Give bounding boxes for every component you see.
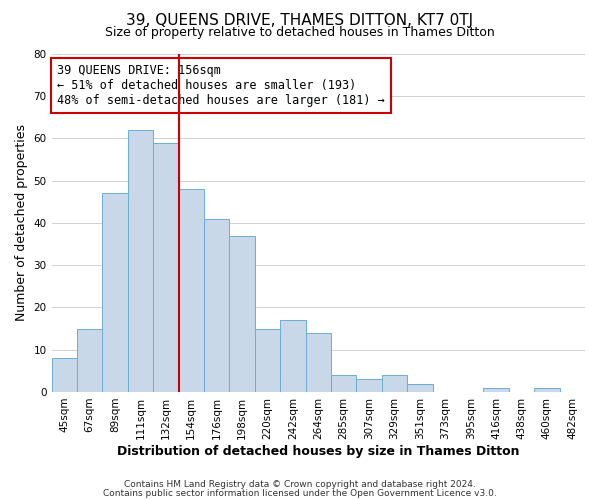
Bar <box>331 375 356 392</box>
Bar <box>153 142 179 392</box>
Text: 39 QUEENS DRIVE: 156sqm
← 51% of detached houses are smaller (193)
48% of semi-d: 39 QUEENS DRIVE: 156sqm ← 51% of detache… <box>57 64 385 107</box>
Bar <box>204 219 229 392</box>
X-axis label: Distribution of detached houses by size in Thames Ditton: Distribution of detached houses by size … <box>117 444 520 458</box>
Bar <box>534 388 560 392</box>
Bar <box>77 328 103 392</box>
Bar <box>128 130 153 392</box>
Y-axis label: Number of detached properties: Number of detached properties <box>15 124 28 322</box>
Bar <box>484 388 509 392</box>
Bar <box>356 380 382 392</box>
Bar <box>255 328 280 392</box>
Text: Contains HM Land Registry data © Crown copyright and database right 2024.: Contains HM Land Registry data © Crown c… <box>124 480 476 489</box>
Bar <box>382 375 407 392</box>
Bar <box>229 236 255 392</box>
Bar <box>103 194 128 392</box>
Bar <box>305 333 331 392</box>
Bar <box>280 320 305 392</box>
Text: Size of property relative to detached houses in Thames Ditton: Size of property relative to detached ho… <box>105 26 495 39</box>
Bar <box>407 384 433 392</box>
Text: Contains public sector information licensed under the Open Government Licence v3: Contains public sector information licen… <box>103 488 497 498</box>
Bar <box>52 358 77 392</box>
Bar <box>179 189 204 392</box>
Text: 39, QUEENS DRIVE, THAMES DITTON, KT7 0TJ: 39, QUEENS DRIVE, THAMES DITTON, KT7 0TJ <box>127 12 473 28</box>
